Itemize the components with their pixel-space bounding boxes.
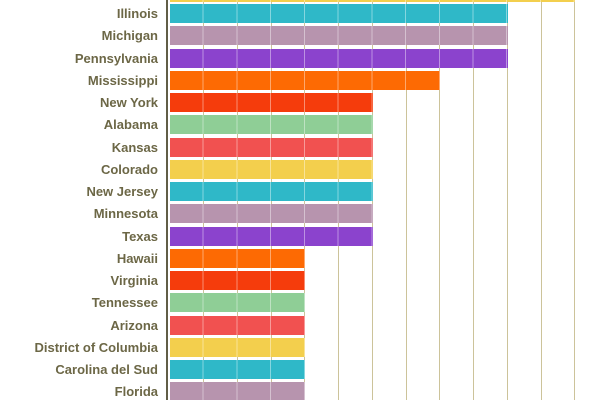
cropped-top-bar xyxy=(170,0,576,2)
y-axis-line xyxy=(166,0,169,400)
bar-row: Hawaii xyxy=(0,248,600,268)
bar xyxy=(170,70,441,90)
category-label: Florida xyxy=(114,384,158,400)
x-gridline xyxy=(506,0,508,400)
bar-row: Pennsylvania xyxy=(0,48,600,68)
category-label: Mississippi xyxy=(87,72,158,88)
bar xyxy=(170,159,373,179)
bar-row: Illinois xyxy=(0,4,600,24)
bar xyxy=(170,271,306,291)
category-label: New Jersey xyxy=(86,184,158,200)
bar-row: Mississippi xyxy=(0,70,600,90)
bar xyxy=(170,137,373,157)
category-label: Michigan xyxy=(101,28,158,44)
category-label: Carolina del Sud xyxy=(55,362,158,378)
category-label: New York xyxy=(99,95,158,111)
bar-row: Colorado xyxy=(0,159,600,179)
bar xyxy=(170,382,306,400)
bar-row: New York xyxy=(0,93,600,113)
category-label: Illinois xyxy=(116,6,158,22)
bar xyxy=(170,360,306,380)
category-label: Texas xyxy=(122,228,158,244)
bar-row: Florida xyxy=(0,382,600,400)
category-label: Hawaii xyxy=(116,250,158,266)
category-label: Pennsylvania xyxy=(74,50,158,66)
x-gridline xyxy=(574,0,576,400)
bar-row: Alabama xyxy=(0,115,600,135)
bar xyxy=(170,248,306,268)
bar xyxy=(170,293,306,313)
bar xyxy=(170,315,306,335)
bar xyxy=(170,226,373,246)
bar xyxy=(170,93,373,113)
bar xyxy=(170,115,373,135)
bar-row: New Jersey xyxy=(0,182,600,202)
bar-row: Carolina del Sud xyxy=(0,360,600,380)
category-label: Arizona xyxy=(110,317,158,333)
bar-row: Kansas xyxy=(0,137,600,157)
bar-row: Minnesota xyxy=(0,204,600,224)
bar xyxy=(170,26,508,46)
category-label: District of Columbia xyxy=(34,339,158,355)
x-gridline xyxy=(473,0,475,400)
category-label: Minnesota xyxy=(93,206,158,222)
x-gridline xyxy=(540,0,542,400)
category-label: Colorado xyxy=(100,161,158,177)
category-label: Virginia xyxy=(110,273,158,289)
category-label: Alabama xyxy=(103,117,158,133)
bar xyxy=(170,182,373,202)
bar xyxy=(170,48,508,68)
bar xyxy=(170,337,306,357)
bar-row: Michigan xyxy=(0,26,600,46)
bar-row: Texas xyxy=(0,226,600,246)
bar-row: District of Columbia xyxy=(0,337,600,357)
x-gridline xyxy=(405,0,407,400)
bar-row: Tennessee xyxy=(0,293,600,313)
category-label: Kansas xyxy=(111,139,158,155)
category-label: Tennessee xyxy=(91,295,158,311)
bar-row: Arizona xyxy=(0,315,600,335)
bar-row: Virginia xyxy=(0,271,600,291)
x-gridline xyxy=(439,0,441,400)
bar xyxy=(170,204,373,224)
bar xyxy=(170,4,508,24)
